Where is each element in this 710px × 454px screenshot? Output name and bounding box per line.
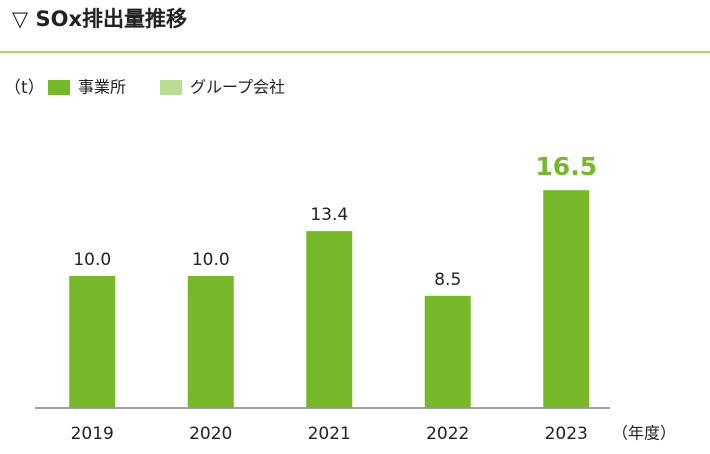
- bar: [69, 276, 116, 408]
- data-label: 10.0: [73, 250, 111, 270]
- bar: [306, 231, 353, 408]
- x-tick-label: 2019: [71, 424, 114, 444]
- chart-title: ▽ SOx排出量推移: [12, 7, 187, 31]
- bar: [187, 276, 234, 408]
- data-label: 8.5: [434, 270, 461, 290]
- x-axis-label: （年度）: [612, 424, 676, 443]
- x-tick-label: 2023: [545, 424, 588, 444]
- data-label: 10.0: [192, 250, 230, 270]
- x-tick-label: 2021: [308, 424, 351, 444]
- legend-label: 事業所: [78, 78, 126, 97]
- legend-label: グループ会社: [190, 78, 285, 97]
- bar: [543, 190, 590, 408]
- legend-swatch: [48, 80, 70, 95]
- data-label: 13.4: [310, 205, 348, 225]
- data-label: 16.5: [535, 152, 597, 181]
- x-tick-label: 2022: [426, 424, 469, 444]
- bar: [424, 295, 471, 408]
- y-axis-label: （t）: [4, 78, 45, 98]
- legend-swatch: [160, 80, 182, 95]
- x-tick-label: 2020: [189, 424, 232, 444]
